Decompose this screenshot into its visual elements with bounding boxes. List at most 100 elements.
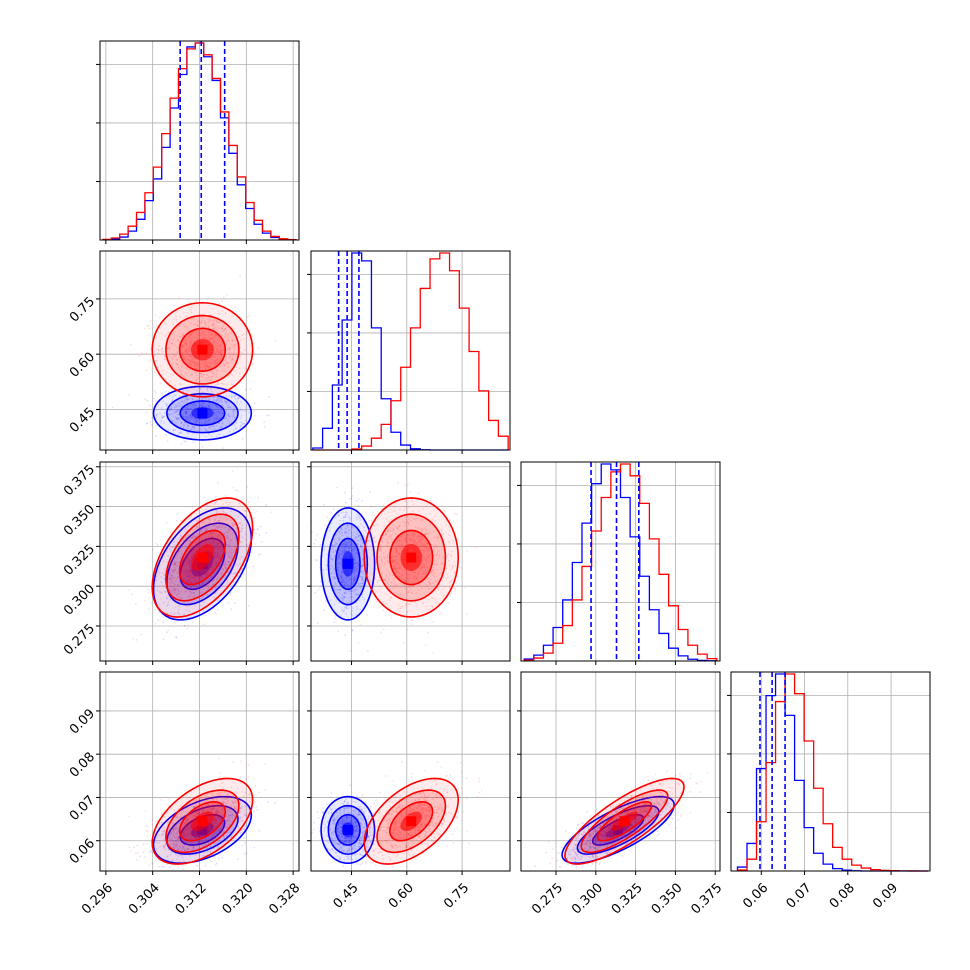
scatter-point	[183, 586, 186, 589]
scatter-point	[214, 547, 217, 550]
scatter-point	[406, 520, 409, 523]
scatter-point	[197, 851, 200, 853]
scatter-point	[174, 315, 177, 318]
scatter-point	[170, 406, 173, 409]
scatter-point	[206, 851, 209, 854]
scatter-point	[181, 835, 184, 837]
scatter-point	[210, 533, 213, 535]
scatter-point	[225, 814, 228, 817]
scatter-point	[241, 806, 244, 808]
scatter-point	[223, 365, 226, 368]
scatter-point	[260, 541, 263, 544]
scatter-point	[348, 549, 351, 552]
scatter-point	[135, 638, 138, 641]
scatter-point	[198, 577, 201, 580]
scatter-point	[212, 541, 215, 544]
scatter-point	[197, 366, 200, 368]
scatter-point	[225, 424, 228, 427]
scatter-point	[201, 534, 204, 537]
scatter-point	[229, 804, 232, 807]
scatter-point	[400, 574, 403, 577]
scatter-point	[351, 590, 354, 593]
contour-0	[151, 301, 254, 398]
scatter-point	[202, 374, 205, 376]
scatter-point	[191, 577, 194, 580]
scatter-point	[239, 425, 242, 428]
scatter-point	[350, 497, 353, 500]
scatter-point	[174, 410, 177, 413]
scatter-point	[212, 540, 215, 543]
panel-2-2	[521, 462, 720, 662]
scatter-point	[185, 416, 188, 418]
scatter-point	[333, 577, 336, 580]
scatter-point	[164, 402, 167, 405]
scatter-point	[216, 417, 219, 420]
scatter-point	[433, 575, 436, 578]
scatter-point	[165, 395, 168, 398]
scatter-point	[199, 809, 202, 812]
scatter-point	[392, 561, 395, 564]
scatter-point	[172, 868, 174, 870]
scatter-point	[363, 526, 366, 529]
scatter-point	[198, 320, 201, 322]
scatter-point	[236, 564, 239, 566]
scatter-point	[398, 553, 401, 556]
scatter-point	[211, 839, 214, 842]
scatter-point	[336, 569, 339, 572]
scatter-point	[162, 620, 164, 623]
scatter-point	[431, 597, 433, 600]
scatter-point	[211, 333, 213, 336]
scatter-point	[408, 524, 410, 527]
scatter-point	[184, 834, 186, 837]
scatter-point	[200, 805, 203, 808]
scatter-point	[237, 397, 239, 400]
scatter-point	[349, 544, 352, 546]
scatter-point	[340, 576, 342, 579]
scatter-point	[211, 566, 214, 569]
scatter-point	[153, 371, 156, 374]
scatter-point	[160, 591, 162, 594]
scatter-point	[194, 841, 197, 844]
scatter-point	[225, 563, 228, 566]
scatter-point	[354, 569, 356, 572]
scatter-point	[358, 599, 361, 602]
scatter-point	[222, 325, 225, 327]
scatter-point	[353, 546, 356, 549]
scatter-point	[175, 571, 178, 574]
scatter-point	[197, 519, 199, 522]
scatter-point	[359, 545, 362, 547]
scatter-point	[182, 424, 185, 427]
scatter-point	[257, 496, 259, 499]
scatter-point	[163, 830, 166, 833]
scatter-point	[230, 333, 233, 336]
scatter-point	[218, 583, 221, 586]
scatter-point	[364, 580, 367, 583]
scatter-point	[323, 548, 326, 550]
scatter-point	[225, 593, 228, 595]
scatter-point	[445, 578, 448, 580]
contour-1	[376, 513, 447, 602]
scatter-point	[204, 511, 207, 514]
scatter-point	[214, 842, 217, 845]
scatter-point	[207, 828, 210, 831]
scatter-point	[187, 834, 190, 837]
scatter-point	[422, 550, 425, 552]
scatter-point	[344, 590, 347, 592]
scatter-point	[188, 562, 191, 565]
scatter-point	[197, 864, 200, 867]
scatter-point	[189, 560, 192, 562]
scatter-point	[385, 539, 388, 541]
scatter-point	[345, 605, 348, 608]
scatter-point	[200, 428, 203, 431]
scatter-point	[185, 609, 188, 611]
scatter-point	[356, 514, 359, 517]
scatter-point	[347, 529, 350, 532]
scatter-point	[350, 589, 353, 592]
scatter-point	[181, 856, 184, 859]
scatter-point	[341, 581, 344, 584]
scatter-point	[150, 423, 153, 426]
scatter-point	[214, 551, 216, 554]
scatter-point	[132, 637, 135, 640]
scatter-point	[223, 818, 226, 821]
scatter-point	[358, 517, 361, 520]
